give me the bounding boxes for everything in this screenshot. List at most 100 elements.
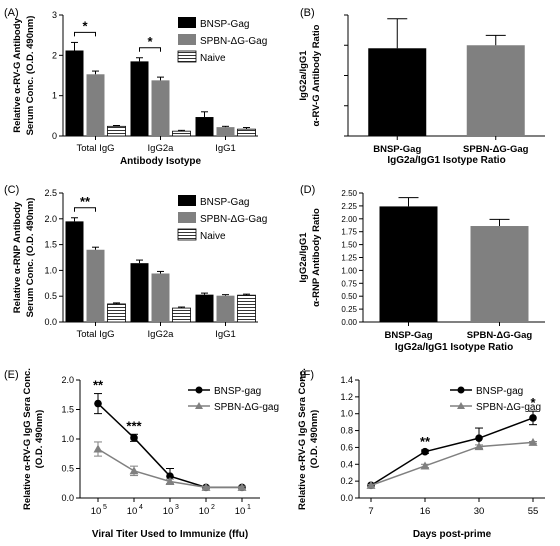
bar-1-1 [151, 273, 170, 322]
y-tick-label: 0.00 [341, 318, 357, 327]
y-tick-label: 1.2 [340, 392, 353, 402]
bar-0-0 [65, 50, 84, 136]
panel-a: (A) 0 1 2 3 Relative α-RV-G Antibody Serum Con… [4, 7, 267, 167]
y-tick-label: 2.5 [44, 188, 57, 198]
y-tick-label: 0.5 [61, 464, 74, 474]
y-tick-label: 0.4 [340, 459, 353, 469]
x-axis-label: IgG2a/IgG1 Isotype Ratio [395, 342, 513, 353]
y-axis-label: α-RV-G Antibody Ratio [311, 24, 322, 126]
panel-f: (F) 0.0 0.2 0.4 0.6 0.8 1.0 1.2 1.4 Relative α-RV… [297, 368, 545, 540]
bar-1 [470, 226, 529, 322]
data-point [93, 444, 103, 453]
legend-0-label: BNSP-Gag [200, 197, 249, 208]
legend-0-marker [457, 386, 465, 394]
y-axis-label: α-RNP Antibody Ratio [311, 208, 322, 307]
x-category-label: IgG1 [215, 329, 236, 340]
bar-1-2 [216, 295, 235, 322]
y-tick-label: 0.6 [340, 442, 353, 452]
bar-1-2 [216, 127, 235, 136]
legend-1-marker [457, 402, 465, 409]
panel-label: (F) [300, 369, 314, 381]
data-point [130, 434, 138, 442]
x-category-label: Total IgG [76, 143, 114, 154]
y-tick-label: 1.4 [340, 375, 353, 385]
significance-bracket [74, 31, 96, 37]
panel-label: (D) [300, 184, 315, 196]
x-category-label: SPBN-ΔG-Gag [467, 330, 533, 341]
panel-label: (B) [300, 7, 315, 19]
significance-marker: * [530, 395, 536, 410]
legend-2-swatch [177, 228, 197, 241]
legend-0-swatch [178, 195, 196, 206]
legend-1-swatch [178, 212, 196, 223]
y-axis-label: IgG2a/IgG1 [298, 50, 309, 101]
significance-marker: * [147, 34, 153, 49]
bar-2-1 [172, 307, 191, 323]
y-tick-label: 1.25 [341, 254, 357, 263]
y-tick-label: 1.0 [61, 434, 74, 444]
y-tick-label: 2.00 [341, 215, 357, 224]
bar-2-1 [172, 130, 191, 137]
y-tick-label: 0.75 [341, 279, 357, 288]
y-tick-label: 2.50 [341, 189, 357, 198]
bar-1-0 [86, 249, 105, 322]
series-line-1 [370, 441, 534, 487]
bar-0-1 [130, 61, 149, 137]
y-axis-label: Relative α-RNP Antibody [12, 201, 23, 313]
legend-1-swatch [178, 34, 196, 45]
y-tick-label: 2 [52, 50, 57, 60]
data-point [475, 434, 483, 442]
legend-2-label: Naive [200, 231, 226, 242]
legend-1-label: SPBN-ΔG-gag [214, 402, 279, 413]
y-tick-label: 0.50 [341, 292, 357, 301]
y-axis-label: Serum Conc. (O.D. 490nm) [25, 16, 36, 136]
bar-1-0 [86, 74, 105, 136]
x-tick-label: 10 [127, 506, 138, 517]
data-point [94, 399, 102, 408]
x-axis-label: Antibody Isotype [120, 156, 202, 167]
bar-1-1 [151, 80, 170, 136]
legend-0-label: BNSP-Gag [200, 19, 249, 30]
data-point [237, 482, 247, 491]
legend-1-label: SPBN-ΔG-Gag [200, 214, 267, 225]
x-category-label: BNSP-Gag [373, 144, 421, 155]
significance-marker: ** [80, 194, 91, 209]
y-tick-label: 2.0 [61, 375, 74, 385]
data-point [420, 461, 430, 470]
significance-marker: ** [93, 378, 104, 393]
data-point [201, 482, 211, 491]
y-axis-label: Relative α-RV-G IgG Sera Conc. [22, 368, 33, 510]
data-point [528, 437, 538, 446]
legend-1-label: SPBN-ΔG-gag [476, 402, 541, 413]
x-tick-label: 7 [368, 506, 373, 517]
series-line-0 [370, 417, 534, 486]
y-tick-label: 2.0 [44, 214, 57, 224]
x-tick-label: 55 [528, 506, 539, 517]
significance-bracket [74, 207, 96, 212]
legend-0-label: BNSP-gag [476, 386, 523, 397]
y-axis-label: Relative α-RV-G IgG Sera Conc. [297, 368, 308, 510]
significance-bracket [139, 47, 161, 52]
x-tick-label: 10 [235, 506, 246, 517]
y-tick-label: 0.0 [61, 493, 74, 503]
panel-d: (D) 0.00 0.25 0.50 0.75 1.00 1.25 1.50 1.75 2.00 2… [298, 184, 545, 353]
panel-c: (C) 0.0 0.5 1.0 1.5 2.0 2.5 Relative α-RNP Anti… [4, 184, 267, 340]
significance-marker: * [82, 18, 88, 33]
x-category-label: Total IgG [76, 329, 114, 340]
y-tick-label: 0.0 [340, 493, 353, 503]
y-tick-label: 3 [52, 10, 57, 20]
data-point [166, 472, 174, 480]
panel-label: (A) [4, 7, 19, 19]
panel-label: (E) [4, 369, 19, 381]
x-axis-label: Days post-prime [413, 529, 492, 540]
y-tick-label: 1.50 [341, 241, 357, 250]
bar-2-2 [237, 294, 256, 323]
data-point [474, 442, 484, 451]
legend-1-marker [195, 402, 203, 409]
panel-e: (E) 0.0 0.5 1.0 1.5 2.0 Relative α-RV-G IgG Se… [4, 368, 279, 540]
data-point [421, 447, 429, 456]
bar-0-2 [195, 294, 214, 322]
data-point [129, 466, 139, 475]
y-tick-label: 0.25 [341, 305, 357, 314]
